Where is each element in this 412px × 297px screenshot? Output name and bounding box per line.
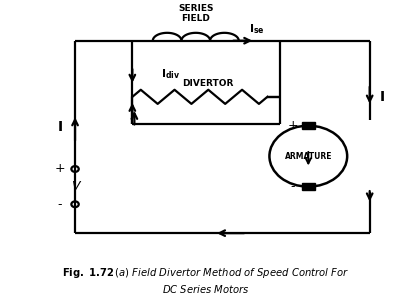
Bar [302,122,315,129]
Text: I: I [58,120,63,134]
Text: $\mathbf{I_{se}}$: $\mathbf{I_{se}}$ [249,23,265,36]
Text: +: + [288,119,298,132]
Bar [302,184,315,190]
Text: SERIES
FIELD: SERIES FIELD [178,4,213,23]
Text: $\it{DC\ Series\ Motors}$: $\it{DC\ Series\ Motors}$ [162,283,250,295]
Text: $\bf{Fig.\ 1.72}$$\/ \it{(a)\ Field\ Divertor\ Method\ of\ Speed\ Control\ For}$: $\bf{Fig.\ 1.72}$$\/ \it{(a)\ Field\ Div… [62,266,350,280]
Text: +: + [54,162,65,176]
Text: DIVERTOR: DIVERTOR [183,79,234,88]
Text: -: - [57,198,62,211]
Text: V: V [71,180,79,193]
Text: -: - [290,180,295,193]
Text: $\mathbf{I_{div}}$: $\mathbf{I_{div}}$ [161,67,180,81]
Text: ARMATURE: ARMATURE [285,152,332,161]
Text: I: I [379,90,384,104]
